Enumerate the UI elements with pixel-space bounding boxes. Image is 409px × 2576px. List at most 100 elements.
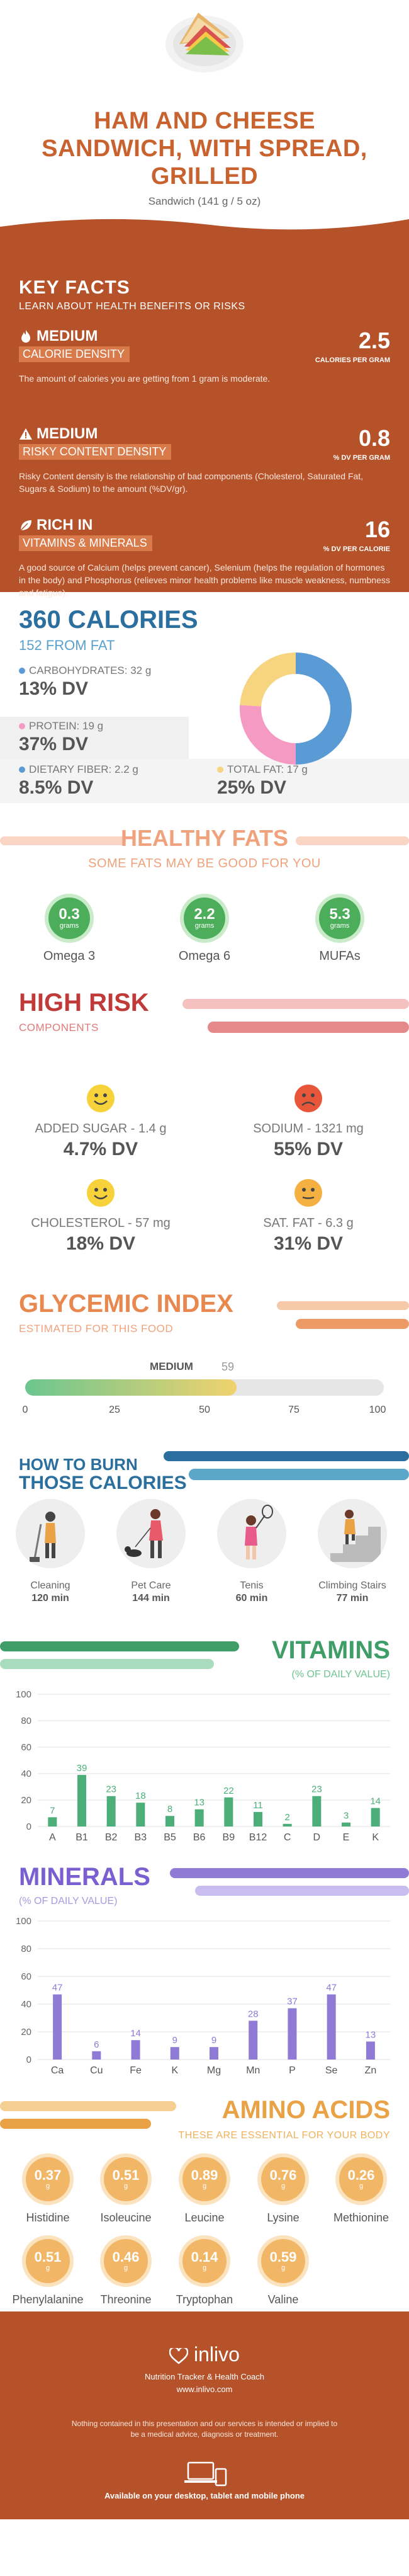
bar <box>165 1816 174 1827</box>
x-tick-label: E <box>343 1832 350 1843</box>
glycemic-tick: 100 <box>369 1405 386 1415</box>
dot-icon <box>19 767 25 773</box>
x-tick-label: Mg <box>207 2065 221 2076</box>
glycemic-tick: 0 <box>22 1405 28 1415</box>
bar <box>170 2047 179 2060</box>
x-tick-label: K <box>372 1832 379 1843</box>
bar-value-label: 6 <box>94 2039 99 2050</box>
dot-icon <box>217 767 223 773</box>
devices-icon <box>184 2461 227 2487</box>
availability-note: Available on your desktop, tablet and mo… <box>104 2491 305 2500</box>
y-tick-label: 80 <box>21 1716 31 1726</box>
bar <box>48 1817 57 1827</box>
glycemic-track <box>25 1379 384 1396</box>
amino-title: AMINO ACIDS <box>221 2096 390 2124</box>
fact-level: MEDIUM <box>36 328 98 345</box>
amino-subtitle: THESE ARE ESSENTIAL FOR YOUR BODY <box>178 2130 390 2141</box>
bar <box>254 1811 262 1827</box>
amino-methionine: 0.26 g Methionine <box>323 2157 399 2225</box>
glycemic-tick: 50 <box>199 1405 210 1415</box>
fact-value: 16 <box>364 516 390 542</box>
fiber-stat: DIETARY FIBER: 2.2 g 8.5% DV <box>19 763 138 798</box>
x-tick-label: B6 <box>193 1832 206 1843</box>
fact-level: RICH IN <box>36 516 93 533</box>
y-tick-label: 20 <box>21 1795 31 1806</box>
glycemic-tick: 75 <box>288 1405 300 1415</box>
bar-value-label: 13 <box>194 1798 204 1808</box>
heart-icon <box>169 2346 189 2364</box>
carbohydrates-stat: CARBOHYDRATES: 32 g 13% DV <box>19 664 152 699</box>
fact-description: The amount of calories you are getting f… <box>19 373 271 384</box>
bar <box>194 1809 204 1827</box>
vitamins-chart: 0204060801007A39B123B218B38B513B622B911B… <box>16 1689 390 1843</box>
dot-icon <box>19 723 25 729</box>
stairs-icon <box>318 1499 387 1568</box>
neutral-face-icon <box>294 1179 322 1207</box>
risk-sodium: SODIUM - 1321 mg 55% DV <box>220 1083 396 1160</box>
glycemic-level: MEDIUM <box>150 1360 193 1372</box>
bar-value-label: 14 <box>370 1796 381 1807</box>
calories-from-fat: 152 FROM FAT <box>19 637 115 653</box>
x-tick-label: B9 <box>223 1832 235 1843</box>
bar <box>249 2020 258 2060</box>
total-fat-stat: TOTAL FAT: 17 g 25% DV <box>217 763 308 798</box>
stripe-decoration <box>277 1301 409 1329</box>
footer: inlivo Nutrition Tracker & Health Coach … <box>0 2311 409 2519</box>
glycemic-index-section: GLYCEMIC INDEX ESTIMATED FOR THIS FOOD M… <box>0 1285 409 1442</box>
bar-value-label: 37 <box>287 1997 298 2007</box>
bar-value-label: 22 <box>223 1786 234 1796</box>
sad-face-icon <box>294 1085 322 1112</box>
happy-face-icon <box>87 1179 115 1207</box>
pet-care-icon <box>116 1499 186 1568</box>
page-title: HAM AND CHEESE SANDWICH, WITH SPREAD, GR… <box>42 108 367 190</box>
fact-label: VITAMINS & MINERALS <box>19 535 152 551</box>
bar <box>312 1796 322 1827</box>
fact-unit: % DV PER CALORIE <box>323 545 390 553</box>
y-tick-label: 100 <box>16 1916 31 1927</box>
y-tick-label: 40 <box>21 1769 31 1779</box>
amino-lysine: 0.76 g Lysine <box>245 2157 321 2225</box>
bar <box>366 2041 375 2060</box>
bar <box>327 1994 336 2060</box>
protein-band <box>0 717 189 760</box>
x-tick-label: B2 <box>105 1832 118 1843</box>
x-tick-label: P <box>289 2065 296 2076</box>
x-tick-label: K <box>171 2065 178 2076</box>
brand-url[interactable]: www.inlivo.com <box>176 2385 233 2394</box>
y-tick-label: 80 <box>21 1944 31 1954</box>
amino-isoleucine: 0.51 g Isoleucine <box>88 2157 164 2225</box>
bar-value-label: 9 <box>211 2035 216 2046</box>
key-facts-section: KEY FACTS LEARN ABOUT HEALTH BENEFITS OR… <box>0 213 409 598</box>
amino-valine: 0.59 g Valine <box>245 2239 321 2306</box>
high-risk-title: HIGH RISK <box>19 989 149 1017</box>
x-tick-label: B5 <box>164 1832 176 1843</box>
happy-face-icon <box>87 1085 115 1112</box>
y-tick-label: 20 <box>21 2027 31 2037</box>
y-tick-label: 0 <box>26 2055 31 2065</box>
bar <box>283 1823 292 1827</box>
stripe-decoration <box>0 836 409 845</box>
minerals-chart: 0 20 40 60 80 100 47 Ca 6 Cu 14 Fe 9 K 9 Mg 28 Mn 37 P 47 Se 1… <box>16 1916 390 2076</box>
amino-histidine: 0.37 g Histidine <box>10 2157 86 2225</box>
activity-climbing-stairs: Climbing Stairs 77 min <box>308 1499 396 1604</box>
calories-title: 360 CALORIES <box>19 606 198 634</box>
fat-mufas: 5.3 grams MUFAs <box>302 898 378 964</box>
bar-value-label: 23 <box>106 1784 116 1795</box>
y-tick-label: 0 <box>26 1821 31 1832</box>
sandwich-image <box>165 13 244 72</box>
y-tick-label: 60 <box>21 1971 31 1982</box>
bar-value-label: 8 <box>167 1804 172 1815</box>
glycemic-tick: 25 <box>109 1405 120 1415</box>
brand-logo[interactable]: inlivo <box>0 2343 409 2366</box>
donut-slice <box>240 705 296 765</box>
activity-cleaning: Cleaning 120 min <box>6 1499 94 1604</box>
bar-value-label: 14 <box>130 2028 141 2039</box>
stripe-decoration <box>182 999 409 1033</box>
x-tick-label: Se <box>325 2065 338 2076</box>
amino-threonine: 0.46 g Threonine <box>88 2239 164 2306</box>
key-facts-subtitle: LEARN ABOUT HEALTH BENEFITS OR RISKS <box>19 301 245 312</box>
fact-vitamins-minerals: RICH IN VITAMINS & MINERALS 16 % DV PER … <box>19 516 390 599</box>
activity-pet-care: Pet Care 144 min <box>107 1499 195 1604</box>
high-risk-section: HIGH RISK COMPONENTS ADDED SUGAR - 1.4 g… <box>0 983 409 1285</box>
bar-value-label: 47 <box>52 1983 63 1993</box>
